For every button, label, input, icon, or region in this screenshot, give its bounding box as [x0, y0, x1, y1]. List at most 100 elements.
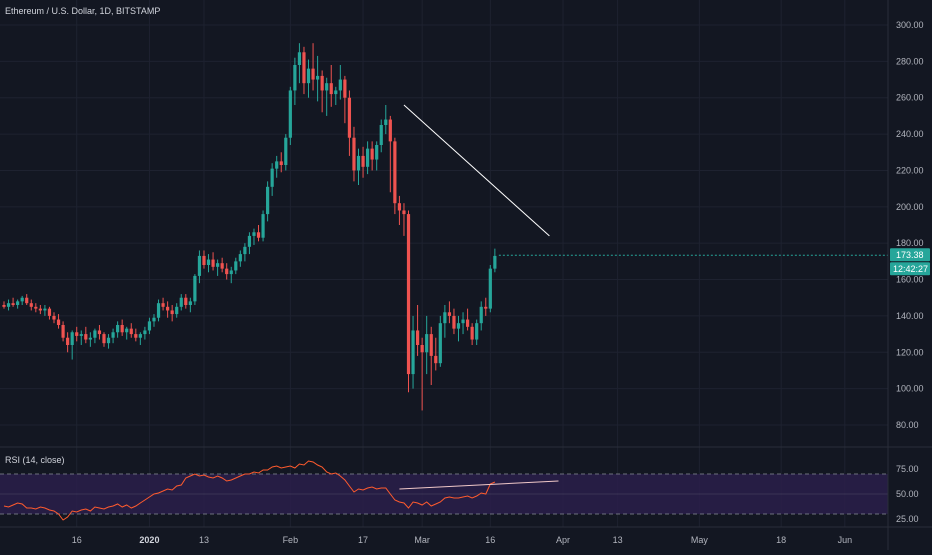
candle[interactable]: [361, 146, 365, 178]
candle[interactable]: [43, 305, 47, 316]
candle[interactable]: [106, 334, 111, 349]
candle[interactable]: [66, 332, 70, 353]
candle[interactable]: [279, 152, 283, 173]
candle[interactable]: [75, 326, 79, 342]
candle[interactable]: [134, 328, 138, 342]
candle[interactable]: [84, 326, 88, 344]
candle[interactable]: [243, 243, 247, 262]
candle[interactable]: [375, 141, 379, 171]
candle[interactable]: [311, 43, 315, 91]
candle[interactable]: [397, 195, 402, 225]
candle[interactable]: [415, 305, 420, 356]
candle[interactable]: [197, 250, 202, 284]
price-axis[interactable]: 300.00 280.00 260.00 240.00 220.00 200.00 180.…: [896, 20, 924, 430]
candle[interactable]: [370, 141, 374, 171]
candle[interactable]: [484, 297, 488, 316]
candle[interactable]: [152, 314, 156, 327]
candle[interactable]: [479, 301, 483, 331]
candle[interactable]: [61, 321, 65, 342]
candle[interactable]: [170, 305, 174, 322]
candles[interactable]: [2, 43, 497, 411]
date-axis[interactable]: 16 2020 13 Feb 17 Mar 16 Apr 13 May 18 Jun: [72, 535, 852, 545]
candle[interactable]: [29, 299, 33, 311]
candle[interactable]: [434, 337, 438, 371]
rsi-series[interactable]: [3, 460, 496, 521]
candle[interactable]: [438, 315, 442, 367]
candle[interactable]: [188, 297, 192, 313]
candle[interactable]: [302, 46, 306, 95]
candle[interactable]: [343, 75, 347, 124]
candle[interactable]: [70, 330, 74, 360]
candle[interactable]: [493, 248, 497, 273]
candle[interactable]: [366, 141, 370, 175]
candle[interactable]: [143, 326, 147, 340]
candle[interactable]: [20, 295, 24, 305]
candle[interactable]: [2, 301, 6, 309]
candle[interactable]: [352, 126, 356, 182]
candle[interactable]: [120, 319, 124, 336]
candle[interactable]: [452, 308, 456, 335]
candle[interactable]: [465, 308, 470, 331]
candle[interactable]: [88, 332, 92, 347]
candle[interactable]: [429, 326, 433, 385]
candle[interactable]: [11, 297, 15, 307]
candle[interactable]: [329, 65, 333, 107]
candle[interactable]: [138, 332, 142, 345]
candle[interactable]: [443, 305, 447, 338]
candle[interactable]: [288, 86, 292, 145]
trendlines[interactable]: [399, 104, 888, 490]
candle[interactable]: [393, 137, 397, 215]
candle[interactable]: [266, 181, 270, 222]
price-trendline[interactable]: [403, 104, 550, 237]
candle[interactable]: [234, 257, 238, 275]
candle[interactable]: [175, 303, 179, 318]
candle[interactable]: [184, 294, 188, 309]
candle[interactable]: [316, 55, 320, 102]
candle[interactable]: [111, 328, 115, 344]
candle[interactable]: [425, 315, 429, 375]
candle[interactable]: [97, 325, 102, 340]
candle[interactable]: [275, 155, 279, 178]
candle[interactable]: [293, 57, 297, 105]
candle[interactable]: [34, 303, 38, 313]
candle[interactable]: [297, 43, 302, 84]
candle[interactable]: [411, 315, 415, 389]
candle[interactable]: [284, 134, 288, 171]
candle[interactable]: [447, 301, 452, 324]
candle[interactable]: [129, 323, 133, 338]
candle[interactable]: [16, 299, 20, 309]
candle[interactable]: [379, 119, 383, 153]
candle[interactable]: [25, 294, 29, 305]
candle[interactable]: [38, 305, 42, 315]
candle[interactable]: [6, 299, 11, 311]
candle[interactable]: [488, 265, 492, 313]
candle[interactable]: [229, 266, 233, 284]
candle[interactable]: [334, 86, 338, 105]
candle[interactable]: [56, 314, 61, 329]
candle[interactable]: [79, 330, 83, 345]
candle[interactable]: [220, 257, 224, 273]
candle[interactable]: [225, 263, 229, 280]
candle[interactable]: [206, 254, 211, 273]
candle[interactable]: [325, 77, 329, 116]
candle[interactable]: [161, 297, 165, 311]
candle[interactable]: [338, 65, 342, 100]
candle[interactable]: [216, 259, 220, 276]
candle[interactable]: [52, 312, 56, 324]
candle[interactable]: [156, 299, 161, 322]
candle[interactable]: [384, 105, 388, 135]
candle[interactable]: [475, 319, 479, 345]
candle[interactable]: [456, 315, 461, 342]
candle[interactable]: [261, 210, 265, 242]
candle[interactable]: [470, 323, 474, 345]
candle[interactable]: [356, 148, 361, 185]
candle[interactable]: [247, 232, 252, 255]
candle[interactable]: [388, 115, 392, 193]
candle[interactable]: [93, 328, 97, 344]
candle[interactable]: [116, 321, 120, 338]
candle[interactable]: [102, 332, 106, 347]
candle[interactable]: [402, 203, 406, 236]
candle[interactable]: [47, 306, 52, 320]
